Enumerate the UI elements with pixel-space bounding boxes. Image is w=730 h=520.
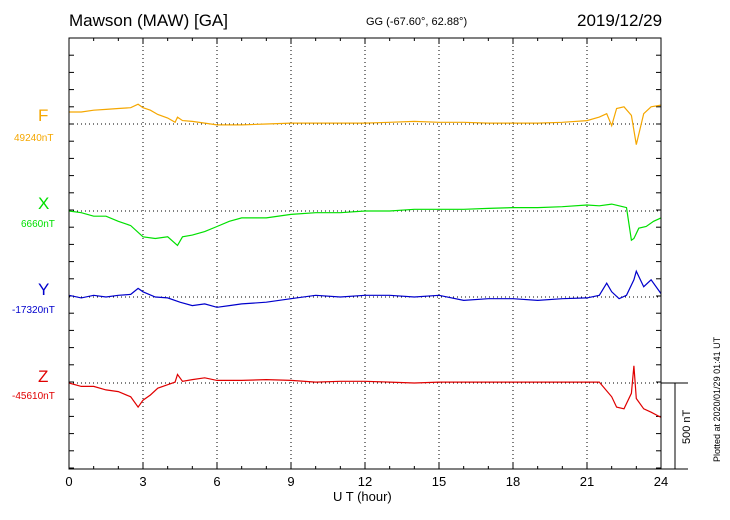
series-line-F (69, 103, 662, 145)
x-tick-label: 12 (357, 474, 373, 489)
chart-date: 2019/12/29 (577, 11, 663, 30)
x-tick-label: 9 (287, 474, 295, 489)
series-line-Y (68, 269, 662, 308)
x-tick-label: 0 (65, 474, 73, 489)
x-tick-label: 18 (505, 474, 521, 489)
series-label-Z: Z (38, 367, 49, 386)
x-tick-label: 3 (139, 474, 147, 489)
x-tick-label: 24 (653, 474, 669, 489)
x-tick-label: 15 (431, 474, 447, 489)
chart-grid (68, 37, 662, 469)
series-label-F: F (38, 106, 49, 125)
series-label-X: X (38, 194, 50, 213)
baseline-label-F: 49240nT (14, 133, 54, 144)
x-axis-label: U T (hour) (333, 489, 392, 504)
scale-bar (661, 382, 688, 470)
series-label-Y: Y (38, 280, 50, 299)
chart-series-group (68, 103, 662, 418)
series-line-Z (68, 365, 662, 418)
baseline-label-X: 6660nT (21, 219, 55, 230)
baseline-label-Y: -17320nT (12, 305, 55, 316)
series-line-X (68, 203, 662, 247)
station-coordinates: GG (-67.60°, 62.88°) (366, 16, 468, 28)
chart-title: Mawson (MAW) [GA] (69, 11, 228, 30)
plot-frame (68, 37, 662, 470)
x-tick-label: 21 (579, 474, 595, 489)
x-tick-label: 6 (213, 474, 221, 489)
baseline-label-Z: -45610nT (12, 391, 55, 402)
